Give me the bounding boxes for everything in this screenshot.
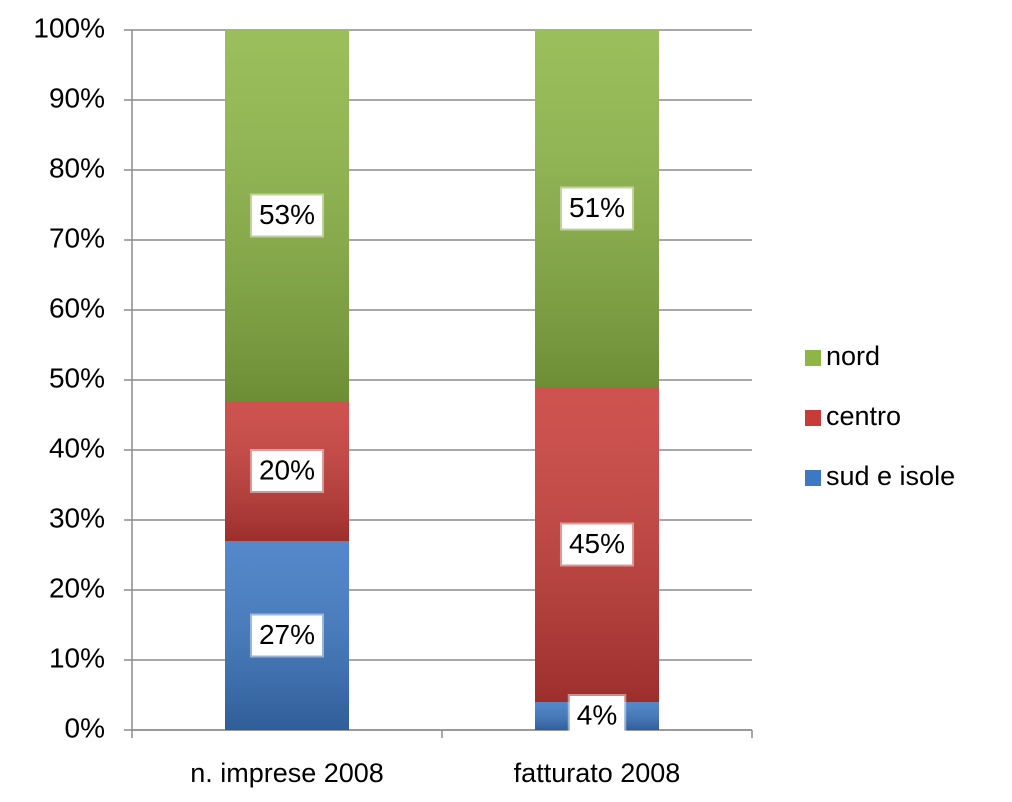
- y-tick-label: 50%: [49, 362, 105, 393]
- data-label-text: 20%: [259, 454, 315, 485]
- y-tick-label: 60%: [49, 292, 105, 323]
- data-label-text: 53%: [259, 199, 315, 230]
- data-label-text: 27%: [259, 619, 315, 650]
- x-tick-label: n. imprese 2008: [190, 758, 384, 788]
- data-label-text: 45%: [569, 528, 625, 559]
- data-label-box: [249, 613, 325, 658]
- y-tick-label: 100%: [33, 12, 105, 43]
- legend-label: centro: [826, 401, 901, 431]
- data-label-box: [559, 522, 635, 567]
- data-label-box: [249, 193, 325, 238]
- y-tick-label: 70%: [49, 222, 105, 253]
- legend-swatch: [805, 350, 821, 366]
- y-tick-label: 10%: [49, 642, 105, 673]
- y-tick-label: 80%: [49, 152, 105, 183]
- y-tick-label: 0%: [65, 712, 105, 743]
- y-tick-label: 40%: [49, 432, 105, 463]
- x-tick-label: fatturato 2008: [514, 758, 681, 788]
- data-label-box: [567, 694, 627, 738]
- data-label-text: 4%: [577, 699, 617, 730]
- legend-label: nord: [826, 341, 880, 371]
- legend-label: sud e isole: [826, 461, 955, 491]
- y-tick-label: 90%: [49, 82, 105, 113]
- legend-swatch: [805, 470, 821, 486]
- data-label-box: [249, 449, 325, 493]
- data-label-box: [559, 186, 635, 231]
- y-tick-label: 30%: [49, 502, 105, 533]
- data-label-text: 51%: [569, 192, 625, 223]
- legend-swatch: [805, 410, 821, 426]
- y-tick-label: 20%: [49, 572, 105, 603]
